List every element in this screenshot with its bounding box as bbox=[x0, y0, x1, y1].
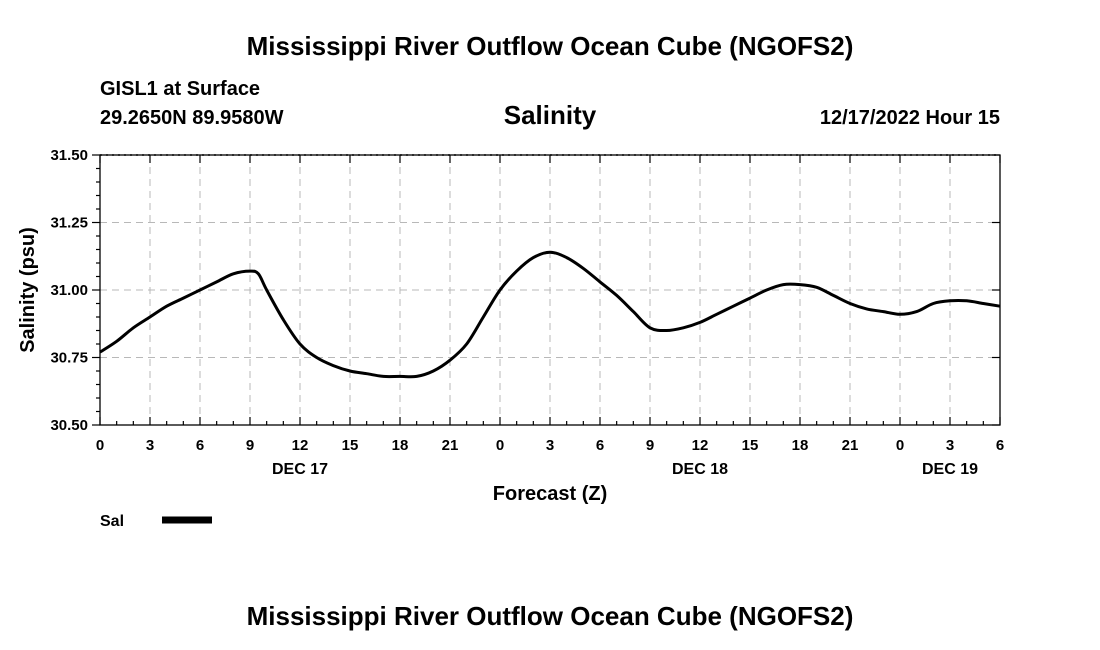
x-tick-label-17: 3 bbox=[946, 437, 954, 454]
series-line-sal bbox=[99, 250, 1001, 379]
x-tick-label-2: 6 bbox=[196, 437, 204, 454]
x-tick-label-1: 3 bbox=[146, 437, 154, 454]
x-tick-label-11: 9 bbox=[646, 437, 654, 454]
x-tick-label-5: 15 bbox=[342, 437, 359, 454]
x-tick-label-6: 18 bbox=[392, 437, 409, 454]
x-tick-label-12: 12 bbox=[692, 437, 709, 454]
x-tick-label-0: 0 bbox=[96, 437, 104, 454]
forecast-datetime: 12/17/2022 Hour 15 bbox=[820, 107, 1000, 129]
legend-label-sal: Sal bbox=[100, 513, 124, 530]
x-tick-label-15: 21 bbox=[842, 437, 859, 454]
y-tick-label-2: 31.00 bbox=[50, 282, 88, 299]
day-label-1: DEC 18 bbox=[672, 461, 728, 478]
x-tick-label-3: 9 bbox=[246, 437, 254, 454]
x-tick-label-13: 15 bbox=[742, 437, 759, 454]
chart-main-title: Mississippi River Outflow Ocean Cube (NG… bbox=[247, 31, 854, 61]
x-tick-label-16: 0 bbox=[896, 437, 904, 454]
series-layer bbox=[99, 250, 1001, 379]
x-tick-label-7: 21 bbox=[442, 437, 459, 454]
x-tick-label-10: 6 bbox=[596, 437, 604, 454]
axes: 0 3 6 9 12 15 18 21 0 3 6 9 12 15 18 21 0 3 6 30.50 30.75 31.… bbox=[50, 147, 1004, 478]
y-tick-label-4: 31.50 bbox=[50, 147, 88, 164]
x-tick-label-18: 6 bbox=[996, 437, 1004, 454]
y-tick-label-0: 30.50 bbox=[50, 417, 88, 434]
chart-title: Salinity bbox=[504, 100, 597, 130]
y-axis-label: Salinity (psu) bbox=[17, 227, 39, 353]
legend: Sal bbox=[100, 513, 212, 530]
y-tick-label-1: 30.75 bbox=[50, 350, 88, 367]
x-tick-label-4: 12 bbox=[292, 437, 309, 454]
station-label: GISL1 at Surface bbox=[100, 78, 260, 100]
x-tick-label-14: 18 bbox=[792, 437, 809, 454]
x-tick-label-9: 3 bbox=[546, 437, 554, 454]
grid-lines bbox=[100, 155, 1000, 425]
day-label-0: DEC 17 bbox=[272, 461, 328, 478]
day-label-2: DEC 19 bbox=[922, 461, 978, 478]
x-axis-label: Forecast (Z) bbox=[493, 483, 607, 505]
footer-title: Mississippi River Outflow Ocean Cube (NG… bbox=[247, 601, 854, 631]
station-coordinates: 29.2650N 89.9580W bbox=[100, 107, 284, 129]
x-tick-label-8: 0 bbox=[496, 437, 504, 454]
y-tick-label-3: 31.25 bbox=[50, 215, 88, 232]
